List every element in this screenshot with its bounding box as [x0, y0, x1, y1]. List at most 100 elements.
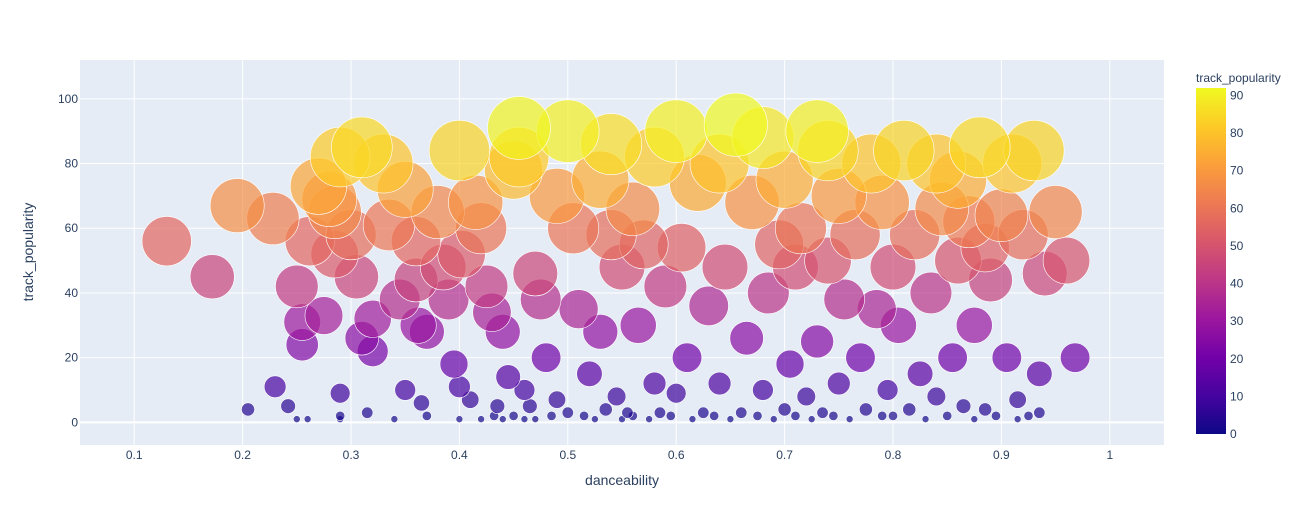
colorbar-tick-label: 60	[1230, 201, 1244, 215]
data-point	[873, 120, 935, 182]
data-point	[978, 402, 993, 417]
data-point	[394, 379, 416, 401]
data-point	[421, 410, 432, 421]
data-point	[948, 116, 1011, 179]
x-tick-label: 0.4	[451, 448, 468, 462]
data-point	[665, 383, 687, 404]
data-point	[827, 371, 851, 396]
data-point	[495, 364, 521, 390]
data-point	[907, 360, 934, 387]
x-tick-label: 0.7	[776, 448, 793, 462]
data-point	[735, 406, 748, 419]
data-point	[653, 406, 666, 419]
data-point	[598, 402, 613, 417]
x-tick-label: 1	[1106, 448, 1113, 462]
data-point	[697, 406, 710, 419]
data-point	[1003, 120, 1065, 182]
data-point	[790, 410, 801, 421]
x-tick-label: 0.6	[668, 448, 685, 462]
data-point	[726, 415, 735, 423]
data-point	[241, 402, 255, 417]
data-point	[859, 402, 873, 417]
colorbar-title: track_popularity	[1196, 71, 1281, 85]
data-point	[921, 415, 930, 423]
data-point	[796, 386, 816, 407]
data-point	[1023, 410, 1034, 421]
y-tick-label: 60	[65, 221, 79, 235]
data-point	[937, 342, 968, 373]
data-point	[888, 410, 898, 421]
y-tick-label: 80	[65, 157, 79, 171]
data-point	[331, 116, 393, 179]
data-point	[428, 120, 490, 182]
data-point	[508, 410, 519, 421]
data-point	[701, 243, 749, 291]
data-point	[561, 406, 574, 419]
x-tick-label: 0.1	[126, 448, 143, 462]
data-point	[591, 415, 599, 423]
x-axis-title: danceability	[585, 472, 659, 488]
data-point	[329, 383, 351, 404]
data-point	[816, 406, 829, 419]
x-tick-label: 0.9	[993, 448, 1010, 462]
data-point	[1060, 342, 1091, 373]
data-point	[576, 360, 603, 387]
data-point	[1008, 390, 1027, 409]
data-point	[926, 386, 946, 407]
colorbar-tick-label: 30	[1230, 314, 1244, 328]
data-point	[752, 379, 774, 401]
data-point	[292, 415, 301, 423]
data-point	[644, 99, 708, 163]
data-point	[807, 415, 816, 423]
data-point	[991, 410, 1001, 421]
data-point	[280, 398, 296, 414]
colorbar-tick-label: 50	[1230, 239, 1244, 253]
data-point	[1042, 236, 1091, 285]
data-point	[303, 415, 312, 423]
data-point	[619, 306, 657, 344]
data-point	[439, 349, 469, 379]
data-point	[1026, 360, 1053, 387]
data-point	[703, 92, 768, 157]
data-point	[413, 394, 430, 412]
data-point	[974, 188, 1029, 242]
data-point	[513, 379, 536, 401]
colorbar-tick-label: 70	[1230, 164, 1244, 178]
data-point	[729, 321, 764, 356]
data-point	[512, 250, 558, 297]
x-tick-label: 0.3	[343, 448, 360, 462]
data-point	[579, 410, 590, 421]
data-point	[448, 375, 471, 399]
x-tick-labels: 0.1 0.2 0.3 0.4 0.5 0.6 0.7 0.8 0.9 1	[126, 448, 1114, 462]
data-point	[558, 289, 599, 329]
data-point	[642, 371, 667, 396]
colorbar-tick-label: 90	[1230, 89, 1244, 103]
data-point	[487, 96, 551, 160]
y-tick-label: 20	[65, 351, 79, 365]
data-point	[645, 415, 653, 423]
data-point	[909, 271, 953, 315]
data-point	[189, 254, 235, 300]
data-point	[823, 278, 865, 321]
data-point	[263, 375, 287, 399]
data-point	[1028, 185, 1083, 239]
data-point	[665, 410, 676, 421]
data-point	[970, 415, 979, 423]
data-point	[1033, 406, 1046, 419]
data-point	[942, 410, 953, 421]
colorbar	[1196, 88, 1226, 434]
data-point	[688, 415, 697, 423]
data-point	[141, 216, 192, 267]
x-tick-label: 0.2	[234, 448, 251, 462]
data-point	[531, 415, 540, 423]
colorbar-tick-label: 20	[1230, 352, 1244, 366]
data-point	[546, 410, 557, 421]
data-point	[785, 99, 849, 163]
data-point	[464, 264, 509, 309]
data-point	[498, 415, 507, 423]
x-tick-label: 0.8	[885, 448, 902, 462]
data-points	[141, 92, 1091, 423]
data-point	[361, 406, 374, 419]
data-point	[531, 342, 562, 373]
